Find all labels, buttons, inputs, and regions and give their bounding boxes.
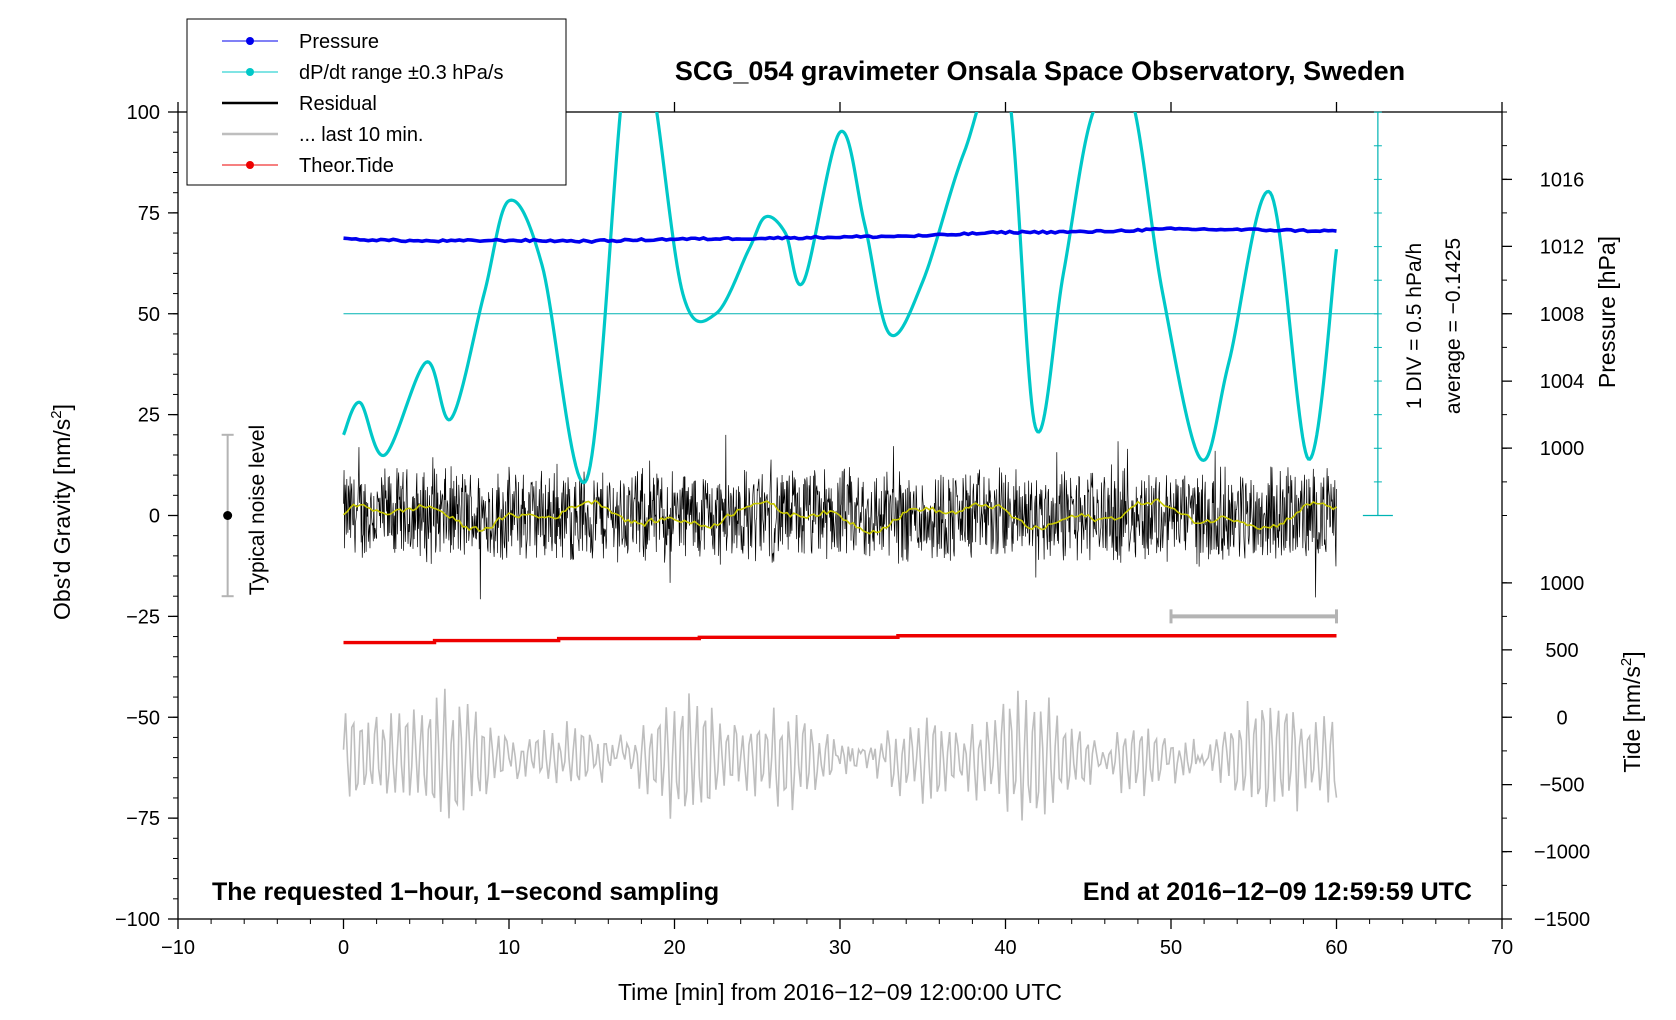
y-left-tick-label: 50 (138, 304, 160, 326)
x-tick-label: 50 (1160, 937, 1182, 959)
axes-layer: −10 0 10 20 30 40 50 60 701007550250−25−50−75−10… (115, 102, 1590, 959)
y-left-label-close: ] (49, 404, 75, 410)
legend-swatch-dot (246, 68, 254, 76)
y-left-label-sup: 2 (48, 410, 65, 418)
x-tick-label: 30 (829, 937, 851, 959)
tide-label-sup: 2 (1618, 658, 1635, 666)
y-left-tick-label: −75 (126, 808, 160, 830)
y-left-tick-label: 100 (127, 102, 160, 124)
series-layer (221, 112, 1339, 821)
y-axis-left-label: Obs'd Gravity [nm/s2] (48, 404, 75, 620)
last-10-min-series (342, 688, 1338, 821)
legend-label: ... last 10 min. (299, 124, 424, 146)
tide-tick-label: −1500 (1534, 909, 1590, 931)
legend-swatch-dot (246, 161, 254, 169)
y-left-tick-label: 75 (138, 203, 160, 225)
pressure-tick-label: 1016 (1540, 169, 1585, 191)
residual-series (343, 434, 1337, 600)
y-left-tick-label: −50 (126, 707, 160, 729)
sampling-note: The requested 1−hour, 1−second sampling (212, 878, 719, 906)
y-left-tick-label: 25 (138, 405, 160, 427)
tide-tick-label: 0 (1556, 707, 1567, 729)
x-tick-label: 10 (498, 937, 520, 959)
noise-level-label: Typical noise level (246, 425, 269, 595)
legend-label: Pressure (299, 31, 379, 53)
legend-label: Theor.Tide (299, 155, 394, 177)
average-label: average = −0.1425 (1442, 238, 1465, 414)
tide-tick-label: −500 (1539, 775, 1584, 797)
pressure-tick-label: 1000 (1540, 438, 1585, 460)
x-tick-label: 0 (338, 937, 349, 959)
pressure-axis-label: Pressure [hPa] (1594, 236, 1620, 388)
dpdt-series (342, 112, 1339, 485)
tide-tick-label: 500 (1545, 640, 1578, 662)
tide-tick-label: 1000 (1540, 573, 1585, 595)
tide-label-text: Tide [nm/s (1619, 666, 1645, 773)
pressure-tick-label: 1012 (1540, 236, 1585, 258)
legend-label: Residual (299, 93, 377, 115)
tide-label-close: ] (1619, 651, 1645, 657)
pressure-tick-label: 1004 (1540, 371, 1585, 393)
x-tick-label: 20 (663, 937, 685, 959)
smoothed-residual-series (342, 498, 1337, 535)
legend: Pressure dP/dt range ±0.3 hPa/s Residual..… (186, 18, 567, 186)
end-time-note: End at 2016−12−09 12:59:59 UTC (1083, 878, 1472, 906)
legend-items: Pressure dP/dt range ±0.3 hPa/s Residual..… (222, 31, 503, 177)
y-left-label-text: Obs'd Gravity [nm/s (49, 419, 75, 620)
legend-swatch-dot (246, 37, 254, 45)
x-axis-label: Time [min] from 2016−12−09 12:00:00 UTC (618, 979, 1062, 1005)
div-label: 1 DIV = 0.5 hPa/h (1403, 243, 1426, 409)
x-tick-label: −10 (161, 937, 195, 959)
x-tick-label: 70 (1491, 937, 1513, 959)
pressure-series (343, 226, 1337, 244)
y-left-tick-label: −25 (126, 606, 160, 628)
y-left-tick-label: 0 (149, 506, 160, 528)
tide-axis-label: Tide [nm/s2] (1618, 651, 1645, 772)
pressure-tick-label: 1008 (1540, 304, 1585, 326)
x-tick-label: 60 (1325, 937, 1347, 959)
y-left-tick-label: −100 (115, 909, 160, 931)
chart-title: SCG_054 gravimeter Onsala Space Observat… (675, 56, 1405, 86)
noise-bar-center (223, 511, 233, 520)
x-tick-label: 40 (994, 937, 1016, 959)
tide-tick-label: −1000 (1534, 842, 1590, 864)
theor-tide-series (343, 634, 1337, 645)
legend-label: dP/dt range ±0.3 hPa/s (299, 62, 503, 84)
